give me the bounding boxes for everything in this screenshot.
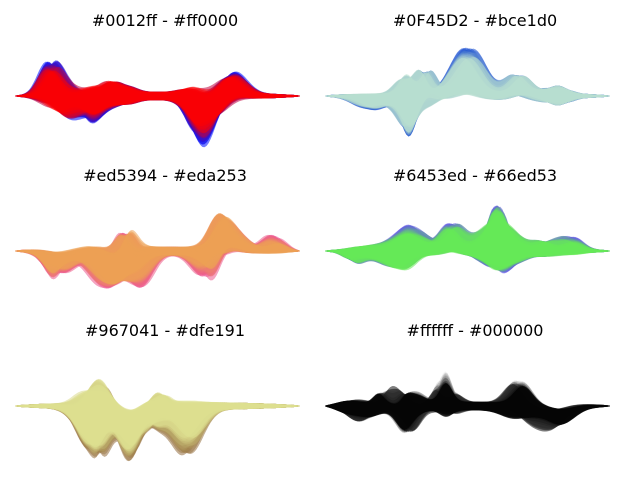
ridge-band bbox=[14, 384, 301, 450]
chart-panel-6: #ffffff - #000000 bbox=[324, 320, 625, 470]
chart-panel-5: #967041 - #dfe191 bbox=[14, 320, 315, 470]
chart-title: #0012ff - #ff0000 bbox=[91, 11, 239, 30]
ridge-band bbox=[324, 209, 611, 271]
ridge-band bbox=[324, 58, 611, 133]
chart-title: #967041 - #dfe191 bbox=[84, 321, 245, 340]
ridge-chart bbox=[14, 212, 301, 289]
chart-panel-4: #6453ed - #66ed53 bbox=[324, 165, 625, 315]
ridge-band bbox=[14, 71, 301, 127]
chart-panel-3: #ed5394 - #eda253 bbox=[14, 165, 315, 315]
ridge-band bbox=[14, 216, 301, 285]
chart-panel-2: #0F45D2 - #bce1d0 bbox=[324, 10, 625, 160]
ridge-chart bbox=[14, 378, 301, 462]
ridge-chart bbox=[324, 47, 611, 137]
ridge-chart bbox=[14, 60, 301, 148]
chart-title: #ffffff - #000000 bbox=[406, 321, 544, 340]
ridge-chart bbox=[324, 205, 611, 274]
chart-title: #ed5394 - #eda253 bbox=[83, 166, 247, 185]
chart-panel-1: #0012ff - #ff0000 bbox=[14, 10, 315, 160]
ridge-chart bbox=[324, 370, 611, 434]
chart-title: #0F45D2 - #bce1d0 bbox=[392, 11, 558, 30]
chart-title: #6453ed - #66ed53 bbox=[392, 166, 558, 185]
ridge-band bbox=[324, 383, 611, 430]
